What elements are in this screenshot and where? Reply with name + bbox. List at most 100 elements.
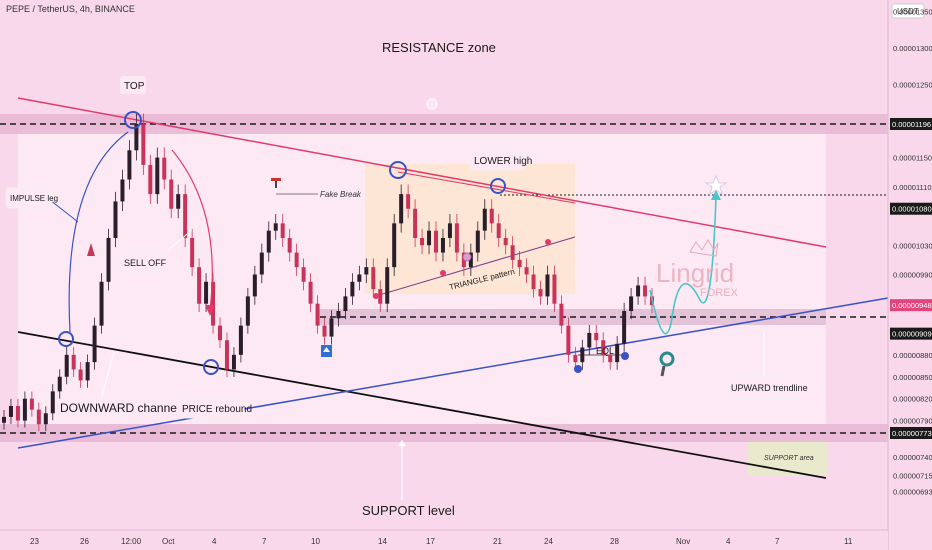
downward-channel-label: DOWNWARD channel bbox=[60, 401, 180, 415]
star-icon bbox=[704, 174, 728, 196]
candle-body-67 bbox=[468, 252, 473, 268]
hammer-head-icon bbox=[271, 178, 281, 181]
candle-body-21 bbox=[148, 164, 153, 195]
candle-body-84 bbox=[587, 332, 592, 348]
candle-body-14 bbox=[99, 281, 104, 326]
x-tick-4: 4 bbox=[212, 537, 217, 546]
candle-body-56 bbox=[392, 223, 397, 268]
candle-body-70 bbox=[489, 208, 494, 224]
y-tick-12: 0.00000715 bbox=[893, 471, 932, 480]
candle-body-16 bbox=[113, 201, 118, 238]
impulse-arrow bbox=[68, 131, 129, 333]
price-badge-3 bbox=[890, 327, 932, 340]
price-badge-label-0: 0.00001196 bbox=[892, 120, 931, 129]
resistance-trendline bbox=[17, 97, 827, 248]
price-rebound-box bbox=[177, 397, 245, 419]
lower-high-marker[interactable] bbox=[490, 178, 506, 194]
impulse-start-marker[interactable] bbox=[58, 331, 74, 347]
x-tick-7: 14 bbox=[378, 537, 387, 546]
x-tick-2: 12:00 bbox=[121, 537, 142, 546]
candle-body-26 bbox=[183, 194, 188, 238]
candle-body-29 bbox=[204, 281, 209, 304]
candle-body-44 bbox=[308, 281, 313, 304]
candle-body-89 bbox=[622, 311, 627, 344]
y-tick-labels: 0.00001350 0.00001300 0.00001250 0.00001150… bbox=[893, 8, 932, 497]
candle-body-65 bbox=[454, 223, 459, 253]
candle-body-43 bbox=[301, 267, 306, 282]
candle-body-36 bbox=[252, 274, 257, 297]
x-tick-8: 17 bbox=[426, 537, 435, 546]
downward-channel-line bbox=[17, 331, 827, 479]
candle-body-4 bbox=[29, 398, 34, 410]
candle-body-39 bbox=[273, 223, 278, 231]
candle-body-17 bbox=[120, 179, 125, 202]
y-tick-4: 0.00001110 bbox=[893, 183, 932, 192]
x-tick-3: Oct bbox=[162, 537, 175, 546]
fake-break-marker[interactable] bbox=[389, 161, 407, 179]
candle-body-58 bbox=[406, 194, 411, 209]
candle-body-59 bbox=[413, 208, 418, 238]
y-tick-13: 0.00000693 bbox=[893, 487, 932, 496]
y-tick-2: 0.00001250 bbox=[893, 81, 932, 90]
candle-body-88 bbox=[615, 343, 620, 363]
candle-body-74 bbox=[517, 259, 522, 268]
impulse-label: IMPULSE leg bbox=[10, 194, 58, 203]
upward-trendline bbox=[17, 297, 889, 449]
candle-body-28 bbox=[197, 267, 202, 304]
price-badge-label-1: 0.00001080 bbox=[892, 205, 932, 214]
x-tick-14: 7 bbox=[775, 537, 780, 546]
candle-body-92 bbox=[643, 285, 648, 297]
selloff-pointer bbox=[167, 229, 193, 251]
price-badge-label-2: 0.00000948 bbox=[892, 301, 932, 310]
impulse-label-box bbox=[5, 187, 53, 209]
candle-body-20 bbox=[141, 124, 146, 165]
candle-body-87 bbox=[608, 354, 613, 363]
x-tick-5: 7 bbox=[262, 537, 267, 546]
price-badge-2 bbox=[890, 299, 932, 312]
candle-body-72 bbox=[503, 237, 508, 246]
ghost-icon bbox=[426, 98, 438, 110]
y-tick-1: 0.00001300 bbox=[893, 44, 932, 53]
x-tick-13: 4 bbox=[726, 537, 731, 546]
candle-body-49 bbox=[343, 296, 348, 312]
candle-body-40 bbox=[280, 223, 285, 238]
x-tick-12: Nov bbox=[676, 537, 690, 546]
upward-trendline-box bbox=[726, 375, 798, 399]
y-tick-3: 0.00001150 bbox=[893, 154, 932, 163]
candle-body-24 bbox=[169, 179, 174, 209]
candle-body-57 bbox=[399, 194, 404, 224]
candle-body-11 bbox=[78, 369, 83, 381]
support-level-label: SUPPORT level bbox=[362, 503, 455, 518]
candle-body-42 bbox=[294, 252, 299, 268]
candle-body-33 bbox=[231, 354, 236, 370]
magnifier-icon bbox=[659, 351, 675, 367]
candle-body-6 bbox=[43, 413, 48, 425]
candle-body-77 bbox=[538, 289, 543, 297]
top-marker[interactable] bbox=[124, 111, 142, 129]
rebound-marker[interactable] bbox=[203, 359, 219, 375]
candle-body-54 bbox=[378, 289, 383, 304]
candle-body-83 bbox=[580, 347, 585, 363]
upward-trendline-label: UPWARD trendline bbox=[731, 383, 808, 393]
price-badge-label-3: 0.00000909 bbox=[892, 330, 932, 339]
up-arrow-glyph-icon bbox=[323, 347, 330, 352]
resistance-zone-area bbox=[0, 0, 888, 118]
candle-body-9 bbox=[64, 354, 69, 377]
candle-body-19 bbox=[134, 124, 139, 151]
candles-group bbox=[2, 113, 654, 432]
candle-body-2 bbox=[15, 405, 20, 421]
highlighted-price-labels: 0.00001196 0.00001080 0.00000948 0.00000909… bbox=[890, 118, 932, 439]
candle-body-18 bbox=[127, 150, 132, 180]
lower-high-label-box bbox=[469, 149, 525, 171]
price-badge-1 bbox=[890, 202, 932, 215]
triangle-box bbox=[365, 164, 575, 294]
candle-body-3 bbox=[22, 398, 27, 421]
projection-arrowhead bbox=[711, 190, 721, 200]
x-tick-6: 10 bbox=[311, 537, 320, 546]
candle-body-91 bbox=[636, 285, 641, 297]
eql-left-dot bbox=[574, 365, 582, 373]
candle-body-35 bbox=[245, 296, 250, 326]
candle-body-30 bbox=[211, 281, 216, 326]
candle-body-13 bbox=[92, 325, 97, 363]
candle-body-82 bbox=[573, 354, 578, 363]
